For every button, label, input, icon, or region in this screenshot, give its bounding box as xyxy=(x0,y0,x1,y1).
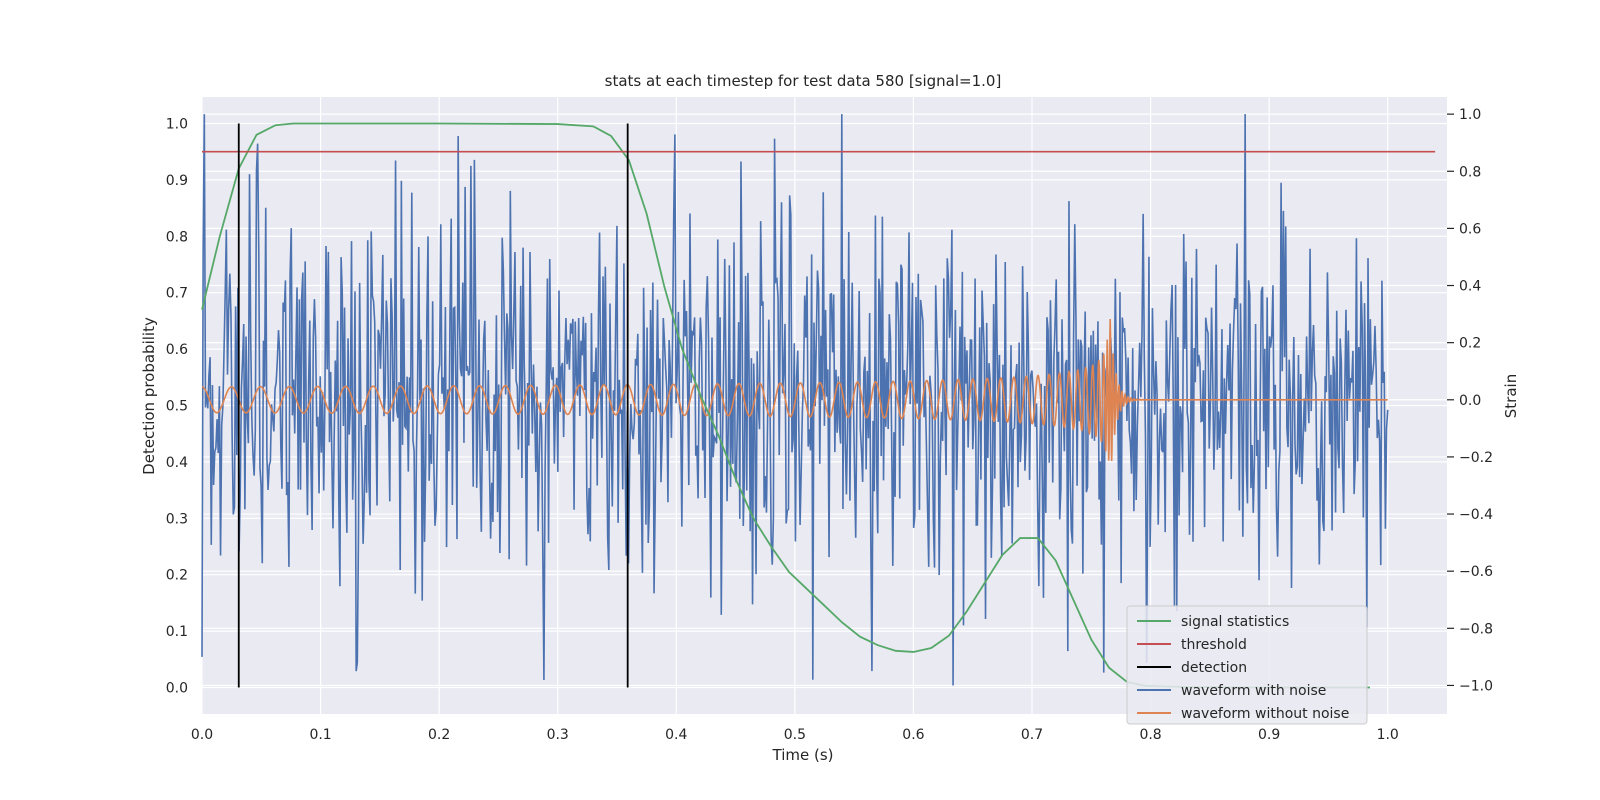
y2-tick-label: −0.2 xyxy=(1459,450,1493,466)
series-detection xyxy=(237,123,629,688)
y2-tick-label: −0.4 xyxy=(1459,507,1493,523)
y2-axis-ticks: −1.0 −0.8 −0.6 −0.4 −0.2 0.0 0.2 0.4 0.6 0.8 1.0 xyxy=(1447,107,1493,694)
legend-label: threshold xyxy=(1181,637,1247,653)
y-axis-title: Detection probability xyxy=(140,317,158,475)
y2-tick-label: 0.4 xyxy=(1459,279,1481,295)
y-tick-label: 1.0 xyxy=(166,117,188,133)
x-tick-label: 0.0 xyxy=(191,727,213,743)
legend-label: detection xyxy=(1181,660,1247,676)
series-signal-statistics xyxy=(201,122,1370,689)
x-tick-label: 0.6 xyxy=(902,727,924,743)
waveform-without-noise-line xyxy=(201,318,1388,462)
legend-box xyxy=(1126,605,1368,725)
y2-tick-label: 0.6 xyxy=(1459,221,1481,237)
y2-tick-label: −0.8 xyxy=(1459,621,1493,637)
y-tick-label: 0.2 xyxy=(166,568,188,584)
y-tick-label: 0.4 xyxy=(166,455,188,471)
x-tick-label: 0.4 xyxy=(665,727,687,743)
y-tick-label: 0.9 xyxy=(166,173,188,189)
y-tick-label: 0.6 xyxy=(166,342,188,358)
y-tick-label: 0.0 xyxy=(166,680,188,696)
y-tick-label: 0.5 xyxy=(166,399,188,415)
x-tick-label: 0.2 xyxy=(428,727,450,743)
y2-axis-title: Strain xyxy=(1502,374,1520,418)
x-tick-label: 0.9 xyxy=(1258,727,1280,743)
x-tick-label: 0.8 xyxy=(1139,727,1161,743)
y-tick-label: 0.1 xyxy=(166,624,188,640)
y2-tick-label: −1.0 xyxy=(1459,678,1493,694)
chart-title: stats at each timestep for test data 580… xyxy=(605,72,1002,90)
legend-label: waveform with noise xyxy=(1181,683,1326,699)
legend-label: signal statistics xyxy=(1181,614,1289,630)
y-tick-label: 0.7 xyxy=(166,286,188,302)
y-tick-label: 0.3 xyxy=(166,511,188,527)
y2-tick-label: 0.0 xyxy=(1459,393,1481,409)
y2-tick-label: −0.6 xyxy=(1459,564,1493,580)
legend: signal statistics threshold detection wavef… xyxy=(1126,605,1368,725)
x-tick-label: 0.7 xyxy=(1021,727,1043,743)
y2-tick-label: 0.2 xyxy=(1459,336,1481,352)
x-axis-title: Time (s) xyxy=(772,746,834,764)
series-waveform-without-noise xyxy=(201,318,1388,462)
y-axis-ticks: 0.0 0.1 0.2 0.3 0.4 0.5 0.6 0.7 0.8 0.9 1.0 xyxy=(166,117,188,697)
signal-statistics-line xyxy=(201,122,1370,689)
x-tick-label: 0.3 xyxy=(547,727,569,743)
x-axis-ticks: 0.0 0.1 0.2 0.3 0.4 0.5 0.6 0.7 0.8 0.9 1.0 xyxy=(191,727,1399,743)
y-tick-label: 0.8 xyxy=(166,229,188,245)
y2-tick-label: 0.8 xyxy=(1459,164,1481,180)
waveform-with-noise-line xyxy=(201,114,1389,686)
legend-label: waveform without noise xyxy=(1181,706,1349,722)
series-waveform-with-noise xyxy=(201,114,1389,686)
x-tick-label: 1.0 xyxy=(1377,727,1399,743)
x-tick-label: 0.5 xyxy=(784,727,806,743)
y2-tick-label: 1.0 xyxy=(1459,107,1481,123)
x-tick-label: 0.1 xyxy=(309,727,331,743)
